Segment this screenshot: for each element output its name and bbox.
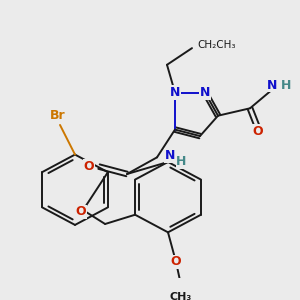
Text: H: H — [176, 155, 186, 169]
Text: H: H — [281, 79, 291, 92]
Text: N: N — [200, 86, 210, 99]
Text: Br: Br — [50, 109, 66, 122]
Text: CH₂CH₃: CH₂CH₃ — [197, 40, 236, 50]
Text: O: O — [253, 125, 263, 138]
Text: CH₃: CH₃ — [170, 292, 192, 300]
Text: N: N — [267, 79, 277, 92]
Text: N: N — [170, 86, 180, 99]
Text: O: O — [83, 160, 94, 173]
Text: O: O — [171, 255, 181, 268]
Text: O: O — [76, 206, 86, 218]
Text: N: N — [165, 149, 175, 162]
